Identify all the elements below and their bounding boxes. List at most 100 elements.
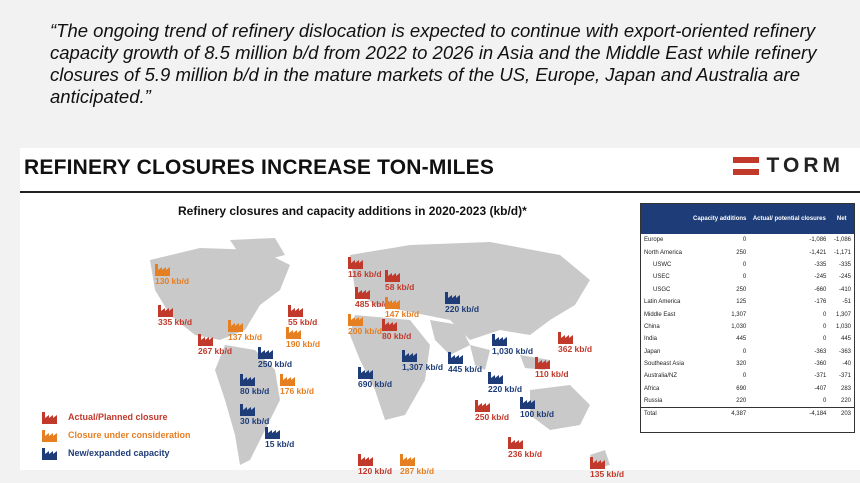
table-cell-region: Latin America bbox=[644, 299, 681, 306]
table-cell-additions: 250 bbox=[736, 249, 747, 256]
table-row: China 1,030 0 1,030 bbox=[641, 321, 854, 333]
table-cell-closures: -4,184 bbox=[749, 406, 830, 420]
table-cell-additions: 0 bbox=[742, 348, 747, 355]
refinery-marker: 362 kb/d bbox=[558, 330, 592, 354]
refinery-marker: 250 kb/d bbox=[258, 345, 292, 369]
marker-label: 120 kb/d bbox=[358, 466, 393, 476]
refinery-marker: 287 kb/d bbox=[400, 452, 434, 476]
title-divider bbox=[20, 191, 860, 193]
marker-label: 130 kb/d bbox=[155, 276, 190, 286]
refinery-marker: 147 kb/d bbox=[385, 295, 419, 319]
marker-label: 80 kb/d bbox=[382, 331, 412, 341]
legend-label-new: New/expanded capacity bbox=[68, 448, 170, 458]
table-cell-net: 203 bbox=[829, 406, 854, 420]
table-body: Europe 0 -1,086 -1,086 North America 250 -1,42… bbox=[641, 234, 854, 420]
quote-text: “The ongoing trend of refinery dislocati… bbox=[50, 20, 817, 107]
closure-factory-icon bbox=[42, 412, 57, 424]
refinery-marker: 55 kb/d bbox=[288, 303, 317, 327]
marker-label: 267 kb/d bbox=[198, 346, 233, 356]
factory-icon bbox=[488, 372, 503, 384]
factory-icon bbox=[286, 327, 301, 339]
marker-label: 110 kb/d bbox=[535, 369, 569, 379]
marker-label: 137 kb/d bbox=[228, 332, 263, 342]
refinery-marker: 176 kb/d bbox=[280, 372, 314, 396]
marker-label: 135 kb/d bbox=[590, 469, 625, 479]
factory-icon bbox=[358, 454, 373, 466]
factory-icon bbox=[348, 257, 363, 269]
table-cell-region: Total bbox=[641, 406, 691, 420]
refinery-marker: 220 kb/d bbox=[445, 290, 479, 314]
marker-label: 1,030 kb/d bbox=[492, 346, 534, 356]
refinery-marker: 135 kb/d bbox=[590, 455, 624, 479]
table-row: Total 4,387 -4,184 203 bbox=[641, 406, 854, 420]
factory-icon bbox=[448, 352, 463, 364]
table-cell-net: 1,030 bbox=[835, 323, 851, 330]
refinery-marker: 100 kb/d bbox=[520, 395, 554, 419]
refinery-marker: 80 kb/d bbox=[382, 317, 411, 341]
factory-icon bbox=[535, 357, 550, 369]
logo-text: TORM bbox=[766, 154, 844, 177]
table-cell-closures: -371 bbox=[814, 373, 827, 380]
table-cell-net: 220 bbox=[840, 398, 851, 405]
factory-icon bbox=[558, 332, 573, 344]
factory-icon bbox=[508, 437, 523, 449]
refinery-marker: 267 kb/d bbox=[198, 332, 232, 356]
refinery-marker: 116 kb/d bbox=[348, 255, 382, 279]
map-legend: Actual/Planned closure Closure under con… bbox=[42, 410, 191, 464]
refinery-marker: 30 kb/d bbox=[240, 402, 269, 426]
factory-icon bbox=[385, 297, 400, 309]
factory-icon bbox=[240, 404, 255, 416]
factory-icon bbox=[382, 319, 397, 331]
factory-icon bbox=[402, 350, 417, 362]
refinery-marker: 80 kb/d bbox=[240, 372, 269, 396]
factory-icon bbox=[358, 367, 373, 379]
table-cell-region: Europe bbox=[644, 237, 664, 244]
factory-icon bbox=[385, 270, 400, 282]
factory-icon bbox=[400, 454, 415, 466]
table-cell-net: -51 bbox=[842, 299, 851, 306]
table-cell-closures: -176 bbox=[814, 299, 827, 306]
legend-item: Closure under consideration bbox=[42, 428, 191, 442]
marker-label: 100 kb/d bbox=[520, 409, 555, 419]
table-cell-closures: -245 bbox=[814, 274, 827, 281]
table-row: India 445 0 445 bbox=[641, 333, 854, 345]
table-cell-net: -410 bbox=[838, 286, 851, 293]
table-cell-closures: -660 bbox=[814, 286, 827, 293]
table-cell-closures: -360 bbox=[814, 361, 827, 368]
flag-icon bbox=[732, 157, 759, 175]
table-cell-closures: -1,421 bbox=[809, 249, 827, 256]
legend-label-closure: Actual/Planned closure bbox=[68, 412, 168, 422]
new-capacity-factory-icon bbox=[42, 448, 57, 460]
table-cell-region: China bbox=[644, 323, 660, 330]
table-cell-net: -363 bbox=[838, 348, 851, 355]
table-row: Europe 0 -1,086 -1,086 bbox=[641, 234, 854, 246]
table-cell-closures: 0 bbox=[823, 323, 827, 330]
marker-label: 147 kb/d bbox=[385, 309, 420, 319]
marker-label: 362 kb/d bbox=[558, 344, 593, 354]
table-cell-additions: 1,307 bbox=[731, 311, 747, 318]
marker-label: 55 kb/d bbox=[288, 317, 318, 327]
legend-item: New/expanded capacity bbox=[42, 446, 191, 460]
table-row: Japan 0 -363 -363 bbox=[641, 346, 854, 358]
table-row: Middle East 1,307 0 1,307 bbox=[641, 308, 854, 320]
table-row: USEC 0 -245 -245 bbox=[641, 271, 854, 283]
factory-icon bbox=[475, 400, 490, 412]
table-cell-additions: 220 bbox=[736, 398, 747, 405]
table-header-row: Capacity additions Actual/ potential clo… bbox=[641, 204, 854, 234]
table-cell-additions: 445 bbox=[736, 336, 747, 343]
refinery-marker: 445 kb/d bbox=[448, 350, 482, 374]
table-cell-region: Japan bbox=[644, 348, 661, 355]
refinery-marker: 485 kb/d bbox=[355, 285, 389, 309]
table-cell-region: USEC bbox=[653, 274, 670, 281]
marker-label: 190 kb/d bbox=[286, 339, 321, 349]
refinery-marker: 110 kb/d bbox=[535, 355, 569, 379]
refinery-marker: 1,307 kb/d bbox=[402, 348, 443, 372]
table-row: Africa 690 -407 283 bbox=[641, 383, 854, 395]
slide: REFINERY CLOSURES INCREASE TON-MILES TOR… bbox=[20, 148, 860, 479]
table-row: North America 250 -1,421 -1,171 bbox=[641, 246, 854, 258]
table-cell-additions: 250 bbox=[736, 286, 747, 293]
refinery-marker: 130 kb/d bbox=[155, 262, 189, 286]
table-cell-region: Middle East bbox=[644, 311, 676, 318]
table-cell-net: -371 bbox=[838, 373, 851, 380]
world-map-shape bbox=[150, 238, 610, 468]
